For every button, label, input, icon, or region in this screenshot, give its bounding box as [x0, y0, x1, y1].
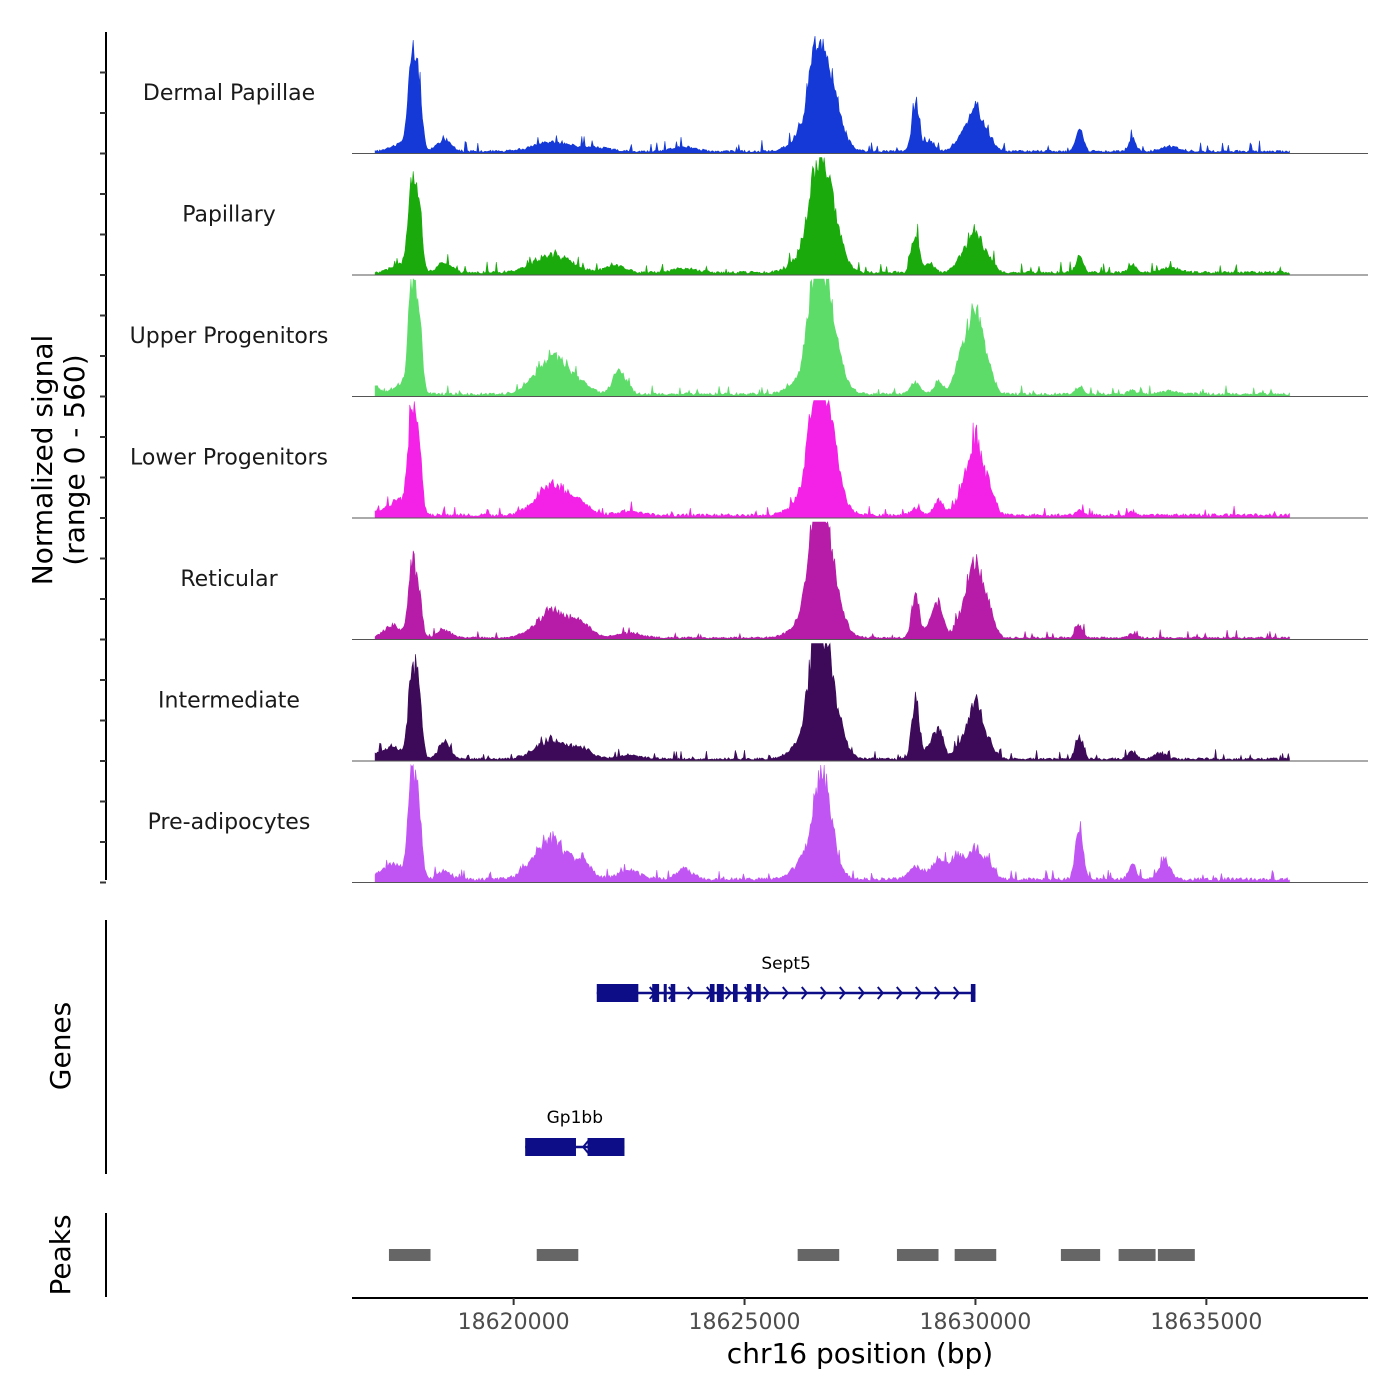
x-tick-label: 18625000: [689, 1310, 801, 1335]
gene-exon: [970, 984, 976, 1002]
peak-region: [536, 1249, 579, 1261]
coverage-area: [374, 399, 1290, 519]
coverage-area: [374, 763, 1290, 883]
peak-region: [797, 1249, 840, 1261]
peak-region: [896, 1249, 939, 1261]
x-tick-label: 18630000: [919, 1310, 1031, 1335]
gene-label: Sept5: [761, 954, 811, 974]
gene-exon: [709, 984, 715, 1002]
genes-track-title: Genes: [44, 1002, 77, 1090]
signal-axis-title-line2: (range 0 - 560): [58, 354, 91, 565]
strand-arrow: [581, 1140, 589, 1154]
strand-arrow: [895, 986, 904, 1000]
coverage-tracks: Dermal Papillae Papillary Upper Progenitor…: [130, 35, 1368, 883]
strand-arrow: [686, 986, 695, 1000]
gene-exon: [663, 984, 667, 1002]
gene-exon: [670, 984, 676, 1002]
peak-region: [1157, 1249, 1195, 1261]
strand-arrow: [857, 986, 866, 1000]
strand-arrow: [933, 986, 942, 1000]
x-axis-title: chr16 position (bp): [727, 1337, 993, 1370]
strand-arrow: [819, 986, 828, 1000]
gene-exon: [756, 984, 761, 1002]
peak-region: [954, 1249, 997, 1261]
gene-exon: [716, 984, 724, 1002]
gene-label: Gp1bb: [547, 1108, 603, 1128]
strand-arrow: [762, 986, 771, 1000]
strand-arrow: [952, 986, 961, 1000]
track-label: Intermediate: [158, 689, 300, 714]
strand-arrow: [800, 986, 809, 1000]
strand-arrow: [914, 986, 923, 1000]
gene-exon: [733, 984, 738, 1002]
gene-exon: [596, 984, 639, 1002]
gene-sept5: Sept5: [596, 954, 976, 1002]
gene-exon: [525, 1138, 576, 1156]
strand-arrow: [724, 986, 733, 1000]
track-label: Reticular: [180, 567, 278, 592]
track-label: Pre-adipocytes: [148, 810, 311, 835]
strand-arrow: [838, 986, 847, 1000]
signal-y-axis: [100, 32, 107, 884]
track-intermediate: Intermediate: [158, 642, 1368, 762]
x-tick-label: 18635000: [1150, 1310, 1262, 1335]
peaks-track: [388, 1249, 1195, 1261]
x-axis: 18620000 18625000 18630000 18635000: [352, 1297, 1368, 1335]
track-lower-progenitors: Lower Progenitors: [130, 399, 1368, 519]
track-upper-progenitors: Upper Progenitors: [130, 278, 1368, 397]
strand-arrow: [781, 986, 790, 1000]
track-label: Dermal Papillae: [143, 81, 315, 106]
track-papillary: Papillary: [182, 157, 1368, 276]
peak-region: [388, 1249, 431, 1261]
peak-region: [1060, 1249, 1101, 1261]
track-dermal-papillae: Dermal Papillae: [143, 35, 1368, 154]
x-tick-label: 18620000: [458, 1310, 570, 1335]
coverage-area: [374, 521, 1290, 640]
coverage-area: [374, 35, 1290, 154]
track-reticular: Reticular: [180, 521, 1368, 640]
gene-exon: [746, 984, 752, 1002]
peaks-track-title: Peaks: [44, 1214, 77, 1295]
track-label: Lower Progenitors: [130, 446, 328, 471]
gene-gp1bb: Gp1bb: [525, 1108, 625, 1156]
gene-exon: [587, 1138, 625, 1156]
peak-region: [1118, 1249, 1156, 1261]
track-pre-adipocytes: Pre-adipocytes: [148, 763, 1368, 883]
coverage-area: [374, 157, 1290, 276]
coverage-area: [374, 278, 1290, 397]
strand-arrow: [876, 986, 885, 1000]
coverage-area: [374, 642, 1290, 762]
gene-annotation-track: Sept5 Gp1bb: [525, 954, 976, 1156]
gene-exon: [652, 984, 660, 1002]
track-label: Papillary: [182, 203, 276, 228]
track-label: Upper Progenitors: [130, 324, 329, 349]
signal-axis-title-line1: Normalized signal: [26, 335, 59, 586]
